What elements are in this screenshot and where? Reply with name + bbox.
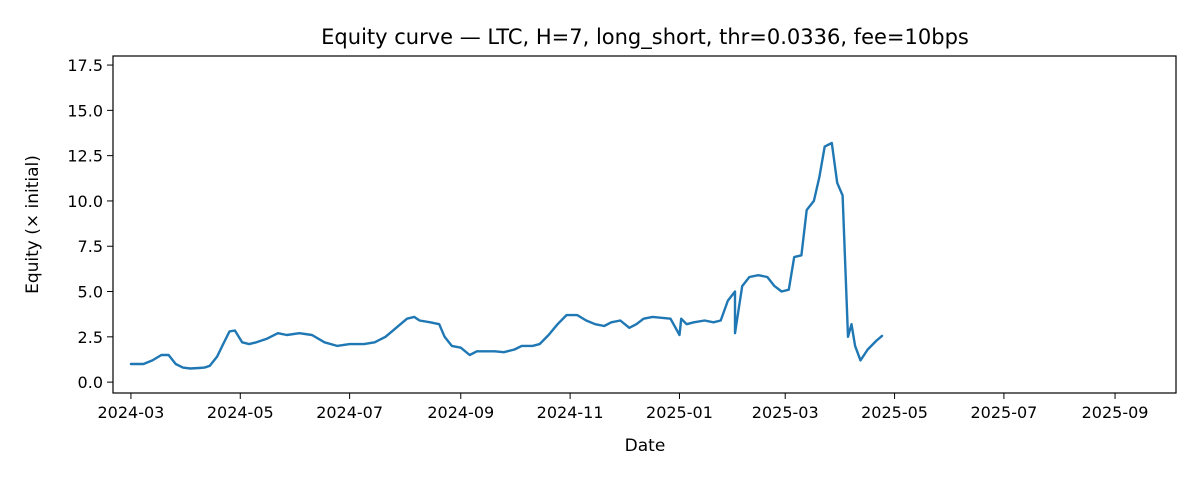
- x-tick-label: 2025-09: [1082, 403, 1149, 422]
- y-axis-label: Equity (× initial): [23, 155, 43, 294]
- y-tick-label: 12.5: [67, 147, 103, 166]
- series-line-1: [129, 141, 884, 370]
- chart-title: Equity curve — LTC, H=7, long_short, thr…: [321, 25, 969, 50]
- x-tick-label: 2024-11: [537, 403, 604, 422]
- x-axis: 2024-03 2024-05 2024-07 2024-09 2024-11 2025-…: [97, 393, 1148, 422]
- y-tick-label: 5.0: [78, 283, 103, 302]
- x-tick-label: 2025-07: [970, 403, 1037, 422]
- y-tick-label: 7.5: [78, 237, 103, 256]
- plot-area: [129, 141, 884, 370]
- y-tick-label: 10.0: [67, 192, 103, 211]
- x-tick-label: 2025-05: [861, 403, 928, 422]
- x-tick-label: 2024-03: [97, 403, 164, 422]
- x-axis-label: Date: [625, 436, 666, 456]
- y-tick-label: 0.0: [78, 373, 103, 392]
- y-tick-label: 15.0: [67, 101, 103, 120]
- y-tick-label: 2.5: [78, 328, 103, 347]
- y-tick-label: 17.5: [67, 56, 103, 75]
- x-tick-label: 2025-03: [752, 403, 819, 422]
- x-tick-label: 2025-01: [646, 403, 713, 422]
- x-tick-label: 2024-05: [207, 403, 274, 422]
- x-tick-label: 2024-09: [427, 403, 494, 422]
- x-tick-label: 2024-07: [316, 403, 383, 422]
- y-axis: 0.0 2.5 5.0 7.5 10.0 12.5 15.0 17.5: [67, 56, 113, 392]
- plot-frame: [112, 55, 1177, 394]
